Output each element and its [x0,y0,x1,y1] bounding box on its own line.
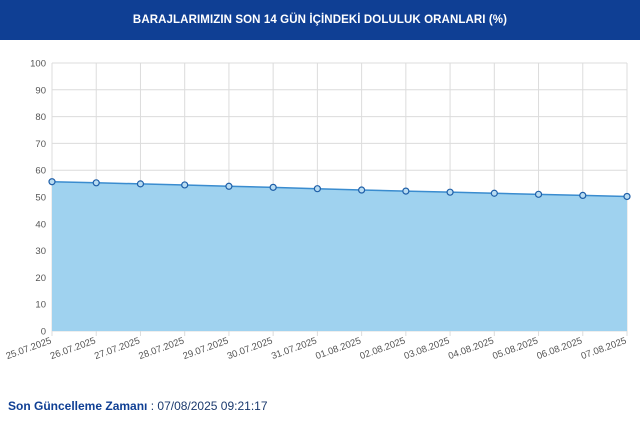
y-tick-label: 50 [35,193,46,204]
last-update: Son Güncelleme Zamanı : 07/08/2025 09:21… [8,399,268,413]
dam-fill-rate-chart: 0 10 20 30 40 50 60 70 80 90 100 25.07.202526.07.2… [5,59,631,362]
x-tick-label: 26.07.2025 [49,335,97,362]
data-points[interactable] [48,178,631,201]
data-point[interactable] [48,178,56,186]
x-tick-label: 06.08.2025 [535,335,583,362]
y-tick-label: 30 [35,246,46,257]
data-point[interactable] [534,190,543,198]
data-point[interactable] [579,191,587,199]
x-tick-label: 30.07.2025 [226,335,274,362]
last-update-label: Son Güncelleme Zamanı [8,399,148,413]
data-point[interactable] [181,181,189,189]
y-tick-label: 70 [35,139,46,150]
data-point[interactable] [92,179,100,187]
x-tick-label: 03.08.2025 [403,335,451,362]
y-tick-label: 100 [30,59,46,70]
x-tick-label: 31.07.2025 [270,335,318,362]
x-tick-label: 05.08.2025 [491,335,539,362]
x-tick-label: 28.07.2025 [137,335,185,362]
last-update-value: 07/08/2025 09:21:17 [157,399,268,413]
data-point[interactable] [402,187,410,195]
x-axis-ticks: 25.07.202526.07.202527.07.202528.07.2025… [5,335,628,362]
area-fill [52,181,627,331]
x-tick-label: 01.08.2025 [314,335,362,362]
data-point[interactable] [136,180,145,188]
x-tick-label: 04.08.2025 [447,335,495,362]
y-tick-label: 60 [35,166,46,177]
series-line [51,180,628,198]
y-tick-label: 80 [35,112,46,123]
y-axis-ticks: 0 10 20 30 40 50 60 70 80 90 100 [30,59,46,338]
x-tick-label: 07.08.2025 [580,335,628,362]
y-tick-label: 10 [35,300,46,311]
data-point[interactable] [269,183,277,191]
x-tick-label: 27.07.2025 [93,335,141,362]
area-series [51,180,628,331]
y-tick-label: 90 [35,85,46,96]
x-tick-label: 25.07.2025 [5,335,53,362]
x-tick-label: 29.07.2025 [182,335,230,362]
last-update-separator: : [147,399,158,413]
data-point[interactable] [313,185,321,193]
data-point[interactable] [490,189,498,197]
data-point[interactable] [358,186,366,194]
data-point[interactable] [225,182,233,190]
x-tick-label: 02.08.2025 [358,335,406,362]
data-point[interactable] [446,188,454,196]
chart-title: BARAJLARIMIZIN SON 14 GÜN İÇİNDEKİ DOLUL… [132,14,508,26]
y-tick-label: 20 [35,273,46,284]
y-tick-label: 40 [35,219,46,230]
data-point[interactable] [623,192,631,201]
chart-header: BARAJLARIMIZIN SON 14 GÜN İÇİNDEKİ DOLUL… [0,0,640,40]
y-tick-label: 0 [41,327,46,338]
